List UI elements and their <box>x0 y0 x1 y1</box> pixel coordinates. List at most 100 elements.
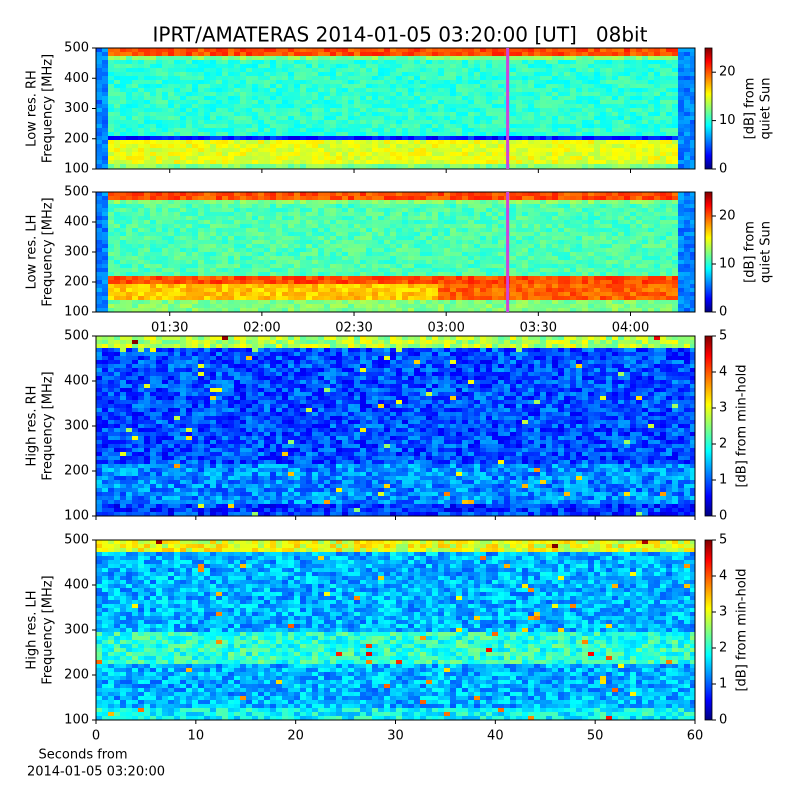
spectrogram-cell <box>426 148 432 152</box>
spectrogram-cell <box>510 104 516 108</box>
spectrogram-cell <box>258 60 264 64</box>
spectrogram-cell <box>216 60 222 64</box>
spectrogram-cell <box>462 136 468 140</box>
spectrogram-cell <box>672 228 678 232</box>
spectrogram-cell <box>510 208 516 212</box>
spectrogram-cell <box>342 140 348 144</box>
spectrogram-cell <box>588 232 594 236</box>
spectrogram-cell <box>570 144 576 148</box>
spectrogram-cell <box>450 108 456 112</box>
spectrogram-cell <box>582 140 588 144</box>
spectrogram-cell <box>246 120 252 124</box>
spectrogram-cell <box>528 56 534 60</box>
spectrogram-cell <box>654 224 660 228</box>
spectrogram-cell <box>612 220 618 224</box>
spectrogram-cell <box>444 112 450 116</box>
colorbar <box>704 47 713 170</box>
spectrogram-cell <box>252 108 258 112</box>
spectrogram-cell <box>318 72 324 76</box>
spectrogram-cell <box>348 164 354 168</box>
spectrogram-cell <box>390 132 396 136</box>
spectrogram-cell <box>618 200 624 204</box>
spectrogram-cell <box>582 208 588 212</box>
spectrogram-cell <box>216 68 222 72</box>
spectrogram-cell <box>546 104 552 108</box>
spectrogram-cell <box>678 228 684 232</box>
spectrogram-cell <box>288 132 294 136</box>
spectrogram-cell <box>594 76 600 80</box>
spectrogram-cell <box>234 208 240 212</box>
spectrogram-cell <box>396 84 402 88</box>
spectrogram-cell <box>474 116 480 120</box>
spectrogram-cell <box>462 72 468 76</box>
spectrogram-cell <box>378 76 384 80</box>
spectrogram-cell <box>426 164 432 168</box>
spectrogram-cell <box>210 136 216 140</box>
spectrogram-cell <box>336 64 342 68</box>
spectrogram-cell <box>486 124 492 128</box>
spectrogram-cell <box>192 232 198 236</box>
spectrogram-cell <box>174 88 180 92</box>
spectrogram-cell <box>126 264 132 268</box>
spectrogram-cell <box>606 160 612 164</box>
spectrogram-cell <box>366 164 372 168</box>
spectrogram-cell <box>288 252 294 256</box>
spectrogram-cell <box>516 264 522 268</box>
spectrogram-cell <box>492 200 498 204</box>
spectrogram-cell <box>588 228 594 232</box>
spectrogram-cell <box>498 128 504 132</box>
spectrogram-cell <box>372 196 378 200</box>
spectrogram-cell <box>384 76 390 80</box>
spectrogram-cell <box>600 152 606 156</box>
spectrogram-cell <box>552 116 558 120</box>
spectrogram-cell <box>540 84 546 88</box>
spectrogram-cell <box>306 256 312 260</box>
spectrogram-cell <box>462 156 468 160</box>
spectrogram-cell <box>342 200 348 204</box>
spectrogram-cell <box>96 56 102 60</box>
spectrogram-cell <box>402 216 408 220</box>
spectrogram-cell <box>198 92 204 96</box>
spectrogram-cell <box>390 56 396 60</box>
spectrogram-cell <box>240 60 246 64</box>
spectrogram-cell <box>354 256 360 260</box>
spectrogram-cell <box>186 244 192 248</box>
spectrogram-cell <box>684 124 690 128</box>
spectrogram-cell <box>180 208 186 212</box>
spectrogram-cell <box>144 84 150 88</box>
spectrogram-cell <box>630 244 636 248</box>
spectrogram-cell <box>672 240 678 244</box>
spectrogram-cell <box>138 48 144 52</box>
spectrogram-cell <box>462 92 468 96</box>
spectrogram-cell <box>540 76 546 80</box>
spectrogram-cell <box>624 116 630 120</box>
spectrogram-cell <box>126 200 132 204</box>
spectrogram-cell <box>390 112 396 116</box>
spectrogram-cell <box>666 148 672 152</box>
spectrogram-cell <box>576 152 582 156</box>
spectrogram-cell <box>234 148 240 152</box>
spectrogram-cell <box>642 96 648 100</box>
spectrogram-cell <box>492 100 498 104</box>
spectrogram-cell <box>330 224 336 228</box>
spectrogram-cell <box>282 220 288 224</box>
spectrogram-cell <box>282 108 288 112</box>
spectrogram-cell <box>114 228 120 232</box>
spectrogram-cell <box>390 248 396 252</box>
spectrogram-cell <box>510 220 516 224</box>
spectrogram-cell <box>492 208 498 212</box>
spectrogram-cell <box>660 200 666 204</box>
spectrogram-cell <box>612 248 618 252</box>
spectrogram-cell <box>642 236 648 240</box>
spectrogram-cell <box>246 256 252 260</box>
spectrogram-cell <box>582 60 588 64</box>
spectrogram-cell <box>396 92 402 96</box>
spectrogram-cell <box>444 52 450 56</box>
spectrogram-cell <box>156 156 162 160</box>
spectrogram-cell <box>162 256 168 260</box>
spectrogram-cell <box>276 216 282 220</box>
spectrogram-cell <box>210 76 216 80</box>
spectrogram-cell <box>258 164 264 168</box>
spectrogram-cell <box>198 208 204 212</box>
spectrogram-cell <box>570 124 576 128</box>
